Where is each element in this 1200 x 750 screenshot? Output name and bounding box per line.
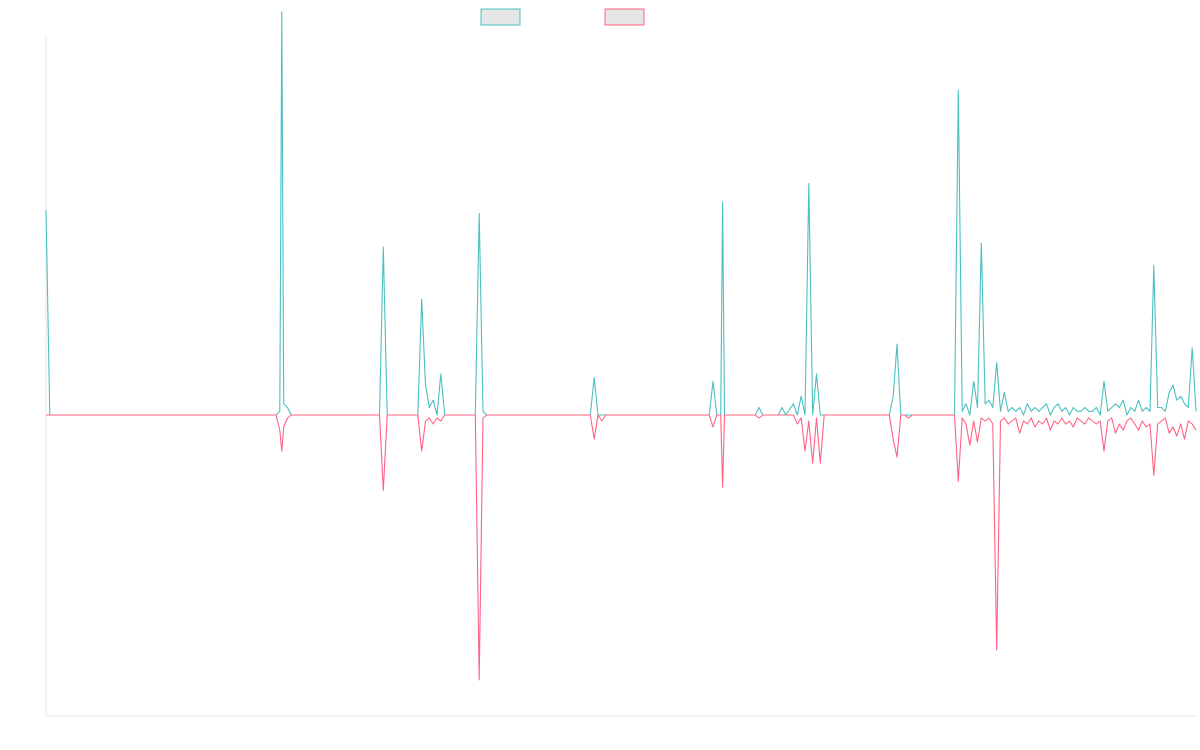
chart-axes — [45, 36, 1196, 717]
series-line-1 — [45, 11, 1197, 416]
legend-swatch-2[interactable] — [604, 8, 645, 26]
legend-swatch-1[interactable] — [480, 8, 521, 26]
series-layer — [45, 11, 1197, 681]
chart-legend — [480, 8, 645, 26]
series-line-2 — [46, 414, 1197, 681]
